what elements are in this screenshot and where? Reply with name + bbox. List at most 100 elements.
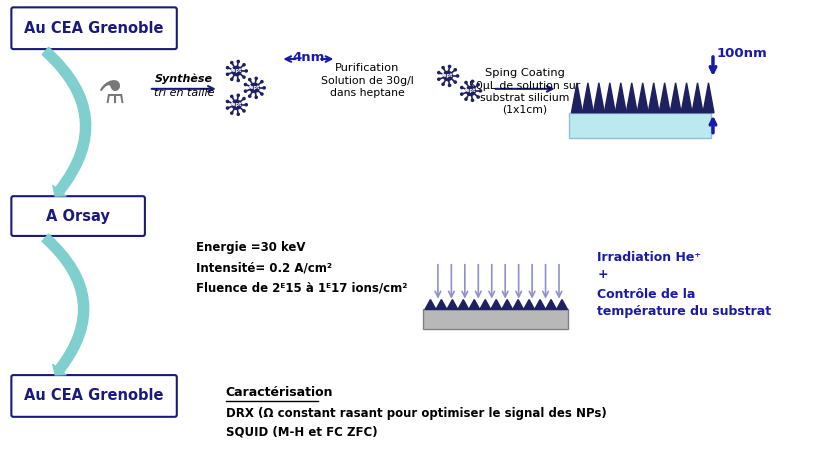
Circle shape bbox=[250, 83, 259, 93]
Polygon shape bbox=[593, 83, 605, 113]
Circle shape bbox=[460, 86, 463, 89]
Text: Irradiation He⁺: Irradiation He⁺ bbox=[597, 252, 701, 264]
Text: Purification: Purification bbox=[335, 63, 399, 73]
Circle shape bbox=[263, 87, 266, 89]
Circle shape bbox=[243, 98, 245, 100]
Polygon shape bbox=[480, 300, 491, 310]
Polygon shape bbox=[535, 300, 545, 310]
Text: (1x1cm): (1x1cm) bbox=[502, 105, 547, 115]
Circle shape bbox=[438, 78, 440, 80]
Text: fept: fept bbox=[249, 85, 260, 90]
Circle shape bbox=[255, 96, 257, 99]
Circle shape bbox=[226, 73, 229, 75]
Circle shape bbox=[442, 83, 444, 85]
Text: SQUID (M-H et FC ZFC): SQUID (M-H et FC ZFC) bbox=[225, 425, 377, 438]
Circle shape bbox=[248, 95, 251, 97]
Circle shape bbox=[477, 84, 479, 86]
Text: fept: fept bbox=[231, 69, 243, 74]
Polygon shape bbox=[626, 83, 637, 113]
Circle shape bbox=[443, 71, 452, 80]
Text: 50μL de solution sur: 50μL de solution sur bbox=[469, 81, 580, 91]
Circle shape bbox=[231, 78, 233, 80]
Text: fept: fept bbox=[231, 102, 243, 107]
Circle shape bbox=[449, 65, 450, 68]
Polygon shape bbox=[615, 83, 626, 113]
Text: Au CEA Grenoble: Au CEA Grenoble bbox=[24, 21, 164, 36]
Polygon shape bbox=[582, 83, 593, 113]
Text: ⚗: ⚗ bbox=[97, 81, 125, 110]
FancyBboxPatch shape bbox=[12, 375, 177, 417]
Polygon shape bbox=[572, 83, 582, 113]
Text: Sping Coating: Sping Coating bbox=[484, 68, 564, 78]
Polygon shape bbox=[425, 300, 436, 310]
Circle shape bbox=[237, 94, 239, 96]
Polygon shape bbox=[670, 83, 681, 113]
Bar bbox=[423, 310, 568, 329]
Text: fept: fept bbox=[442, 74, 454, 79]
FancyBboxPatch shape bbox=[12, 7, 177, 49]
FancyBboxPatch shape bbox=[12, 196, 145, 236]
Text: Caractérisation: Caractérisation bbox=[225, 386, 333, 400]
Polygon shape bbox=[524, 300, 535, 310]
Text: Contrôle de la: Contrôle de la bbox=[597, 288, 695, 301]
Polygon shape bbox=[469, 300, 480, 310]
Text: A Orsay: A Orsay bbox=[46, 208, 110, 223]
Circle shape bbox=[245, 104, 247, 106]
Text: Solution de 30g/l: Solution de 30g/l bbox=[321, 76, 413, 86]
Text: +: + bbox=[597, 268, 608, 281]
Circle shape bbox=[237, 60, 239, 63]
Text: 100nm: 100nm bbox=[717, 47, 768, 59]
Circle shape bbox=[237, 79, 239, 82]
Circle shape bbox=[231, 112, 233, 114]
Circle shape bbox=[464, 98, 467, 100]
Circle shape bbox=[261, 93, 263, 95]
Circle shape bbox=[243, 76, 245, 78]
Bar bbox=[569, 113, 711, 138]
Polygon shape bbox=[557, 300, 568, 310]
Polygon shape bbox=[447, 300, 458, 310]
Polygon shape bbox=[502, 300, 512, 310]
Polygon shape bbox=[458, 300, 469, 310]
Polygon shape bbox=[681, 83, 692, 113]
Circle shape bbox=[477, 96, 479, 98]
Circle shape bbox=[460, 93, 463, 95]
Polygon shape bbox=[512, 300, 524, 310]
Polygon shape bbox=[436, 300, 447, 310]
Circle shape bbox=[255, 77, 257, 79]
Text: Au CEA Grenoble: Au CEA Grenoble bbox=[24, 389, 164, 404]
Circle shape bbox=[226, 100, 229, 103]
Circle shape bbox=[232, 66, 241, 75]
Text: fept: fept bbox=[465, 89, 477, 94]
Text: Fluence de 2ᴱ15 à 1ᴱ17 ions/cm²: Fluence de 2ᴱ15 à 1ᴱ17 ions/cm² bbox=[196, 281, 407, 294]
Circle shape bbox=[244, 90, 247, 92]
Text: 4nm: 4nm bbox=[292, 50, 324, 64]
Text: Energie =30 keV: Energie =30 keV bbox=[196, 242, 305, 254]
Circle shape bbox=[261, 80, 263, 83]
Circle shape bbox=[471, 99, 474, 101]
Text: dans heptane: dans heptane bbox=[330, 88, 404, 98]
Circle shape bbox=[455, 81, 456, 83]
Circle shape bbox=[438, 72, 440, 74]
Circle shape bbox=[248, 79, 251, 81]
Text: Intensité= 0.2 A/cm²: Intensité= 0.2 A/cm² bbox=[196, 261, 332, 274]
Circle shape bbox=[243, 64, 245, 66]
Circle shape bbox=[243, 110, 245, 112]
Circle shape bbox=[455, 69, 456, 71]
Polygon shape bbox=[491, 300, 502, 310]
Polygon shape bbox=[692, 83, 703, 113]
Circle shape bbox=[466, 86, 475, 95]
Text: tri en taille: tri en taille bbox=[153, 88, 214, 98]
Circle shape bbox=[479, 90, 482, 92]
Circle shape bbox=[226, 107, 229, 109]
Circle shape bbox=[237, 113, 239, 115]
Circle shape bbox=[449, 84, 450, 87]
Circle shape bbox=[245, 70, 247, 72]
Circle shape bbox=[226, 67, 229, 69]
Polygon shape bbox=[659, 83, 670, 113]
Circle shape bbox=[244, 84, 247, 86]
Circle shape bbox=[471, 80, 474, 83]
Text: substrat silicium: substrat silicium bbox=[480, 93, 569, 103]
Circle shape bbox=[442, 66, 444, 69]
Circle shape bbox=[232, 100, 241, 109]
Circle shape bbox=[456, 75, 459, 77]
